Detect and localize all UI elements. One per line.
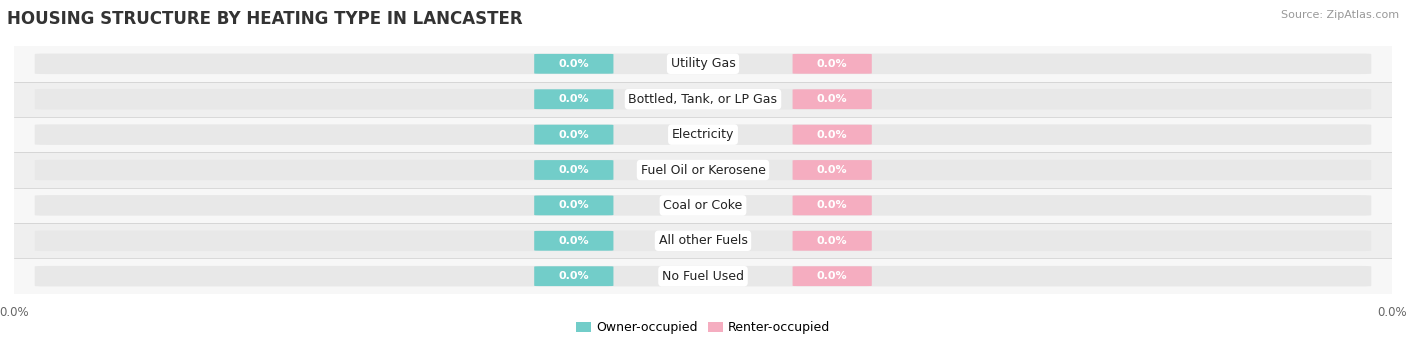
FancyBboxPatch shape	[534, 195, 613, 215]
FancyBboxPatch shape	[793, 125, 872, 144]
Text: Bottled, Tank, or LP Gas: Bottled, Tank, or LP Gas	[628, 93, 778, 106]
FancyBboxPatch shape	[793, 54, 872, 74]
Text: HOUSING STRUCTURE BY HEATING TYPE IN LANCASTER: HOUSING STRUCTURE BY HEATING TYPE IN LAN…	[7, 10, 523, 28]
Text: Coal or Coke: Coal or Coke	[664, 199, 742, 212]
Text: Utility Gas: Utility Gas	[671, 57, 735, 70]
Bar	[14, 223, 1392, 258]
FancyBboxPatch shape	[534, 266, 613, 286]
Text: 0.0%: 0.0%	[558, 130, 589, 140]
Text: Fuel Oil or Kerosene: Fuel Oil or Kerosene	[641, 164, 765, 176]
FancyBboxPatch shape	[534, 89, 613, 109]
FancyBboxPatch shape	[793, 231, 872, 251]
FancyBboxPatch shape	[534, 231, 613, 251]
Bar	[14, 46, 1392, 82]
FancyBboxPatch shape	[534, 54, 613, 74]
Bar	[14, 152, 1392, 188]
FancyBboxPatch shape	[35, 195, 1371, 216]
Text: 0.0%: 0.0%	[558, 165, 589, 175]
FancyBboxPatch shape	[35, 160, 1371, 180]
Text: 0.0%: 0.0%	[817, 200, 848, 210]
Text: 0.0%: 0.0%	[817, 165, 848, 175]
Text: All other Fuels: All other Fuels	[658, 234, 748, 247]
FancyBboxPatch shape	[534, 160, 613, 180]
FancyBboxPatch shape	[793, 160, 872, 180]
FancyBboxPatch shape	[35, 124, 1371, 145]
Text: 0.0%: 0.0%	[558, 59, 589, 69]
Bar	[14, 258, 1392, 294]
FancyBboxPatch shape	[793, 195, 872, 215]
Bar	[14, 117, 1392, 152]
Text: 0.0%: 0.0%	[558, 236, 589, 246]
Text: 0.0%: 0.0%	[817, 94, 848, 104]
Text: Electricity: Electricity	[672, 128, 734, 141]
Bar	[14, 188, 1392, 223]
Text: No Fuel Used: No Fuel Used	[662, 270, 744, 283]
Text: Source: ZipAtlas.com: Source: ZipAtlas.com	[1281, 10, 1399, 20]
Text: 0.0%: 0.0%	[817, 236, 848, 246]
FancyBboxPatch shape	[534, 125, 613, 144]
FancyBboxPatch shape	[35, 89, 1371, 109]
Text: 0.0%: 0.0%	[558, 271, 589, 281]
FancyBboxPatch shape	[793, 89, 872, 109]
Text: 0.0%: 0.0%	[817, 130, 848, 140]
Text: 0.0%: 0.0%	[817, 271, 848, 281]
Text: 0.0%: 0.0%	[817, 59, 848, 69]
FancyBboxPatch shape	[35, 266, 1371, 287]
Legend: Owner-occupied, Renter-occupied: Owner-occupied, Renter-occupied	[571, 317, 835, 339]
Text: 0.0%: 0.0%	[558, 200, 589, 210]
Bar	[14, 82, 1392, 117]
FancyBboxPatch shape	[793, 266, 872, 286]
Text: 0.0%: 0.0%	[558, 94, 589, 104]
FancyBboxPatch shape	[35, 231, 1371, 251]
FancyBboxPatch shape	[35, 53, 1371, 74]
